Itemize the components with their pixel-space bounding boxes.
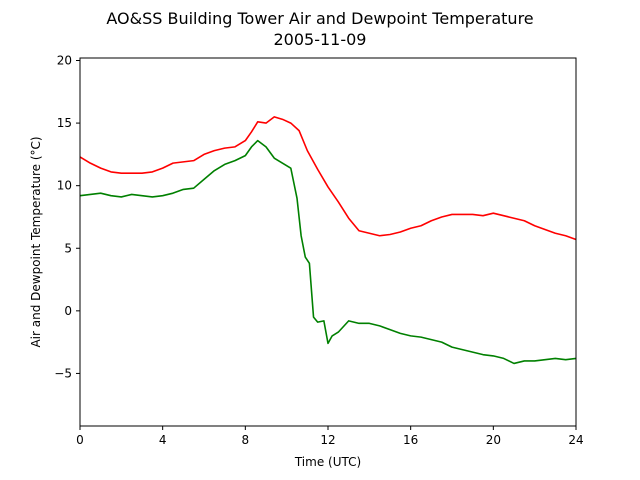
series-layer xyxy=(79,116,577,365)
x-tick-label: 8 xyxy=(242,433,250,447)
y-tick-label: 10 xyxy=(57,179,72,193)
x-axis-label: Time (UTC) xyxy=(294,455,361,469)
y-axis-label: Air and Dewpoint Temperature (°C) xyxy=(29,136,43,347)
x-tick-label: 4 xyxy=(159,433,167,447)
y-axis-ticks: −5 0 5 10 15 20 xyxy=(54,54,80,380)
x-axis-ticks: 0 4 8 12 16 20 24 xyxy=(76,426,584,447)
chart-title: AO&SS Building Tower Air and Dewpoint Te… xyxy=(106,9,533,28)
y-tick-label: 15 xyxy=(57,116,72,130)
chart-subtitle: 2005-11-09 xyxy=(274,30,367,49)
x-tick-label: 24 xyxy=(568,433,583,447)
x-tick-label: 0 xyxy=(76,433,84,447)
y-tick-label: 0 xyxy=(64,304,72,318)
x-tick-label: 20 xyxy=(486,433,501,447)
series-line-1 xyxy=(79,139,577,365)
y-tick-label: 5 xyxy=(64,241,72,255)
y-tick-label: 20 xyxy=(57,54,72,68)
series-line-0 xyxy=(79,116,577,241)
plot-area xyxy=(79,57,577,427)
y-tick-label: −5 xyxy=(54,366,72,380)
plot-frame xyxy=(79,57,577,427)
x-tick-label: 16 xyxy=(403,433,418,447)
x-tick-label: 12 xyxy=(320,433,335,447)
